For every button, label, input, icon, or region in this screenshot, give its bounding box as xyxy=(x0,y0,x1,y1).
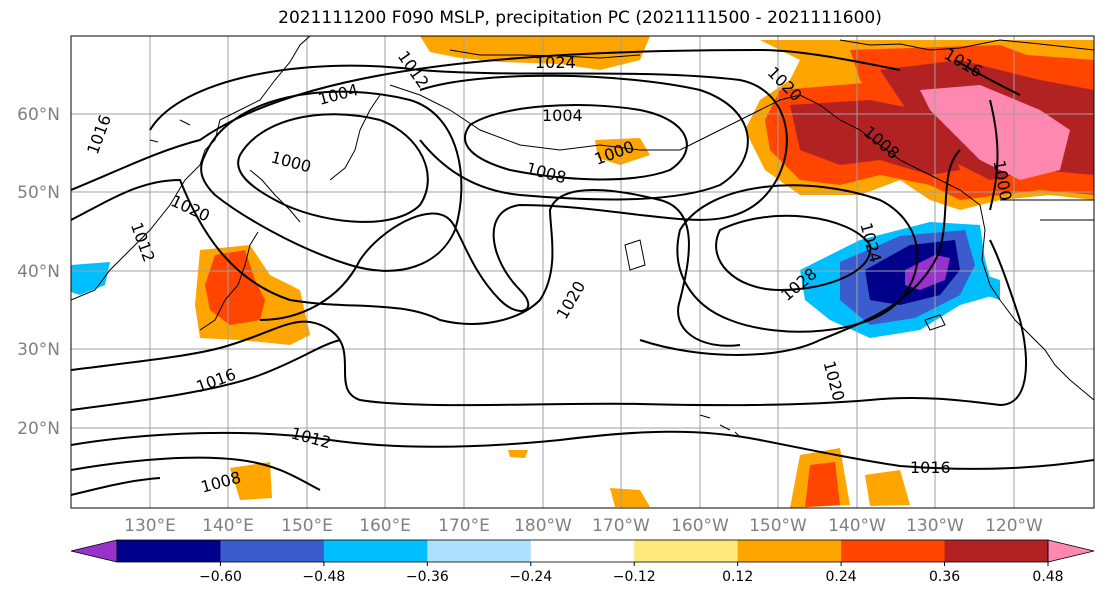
lon-label: 150°E xyxy=(281,516,333,536)
precip-positive-fill xyxy=(195,36,1094,508)
colorbar-bin xyxy=(944,540,1049,562)
lat-label: 50°N xyxy=(17,183,60,203)
lon-label: 160°W xyxy=(671,516,729,536)
lon-label: 130°W xyxy=(906,516,964,536)
colorbar-tick-label: 0.48 xyxy=(1032,569,1063,585)
colorbar-bin xyxy=(737,540,842,562)
lat-label: 40°N xyxy=(17,262,60,282)
colorbar-extend-low xyxy=(70,539,118,563)
map-title: 2021111200 F090 MSLP, precipitation PC (… xyxy=(278,8,882,28)
colorbar-tick-label: −0.36 xyxy=(406,569,449,585)
coastlines xyxy=(71,36,1094,438)
precip-negative-fill xyxy=(71,222,1000,338)
colorbar-tick-label: 0.24 xyxy=(826,569,857,585)
lon-label: 170°W xyxy=(592,516,650,536)
latitude-labels: 60°N 50°N 40°N 30°N 20°N xyxy=(17,105,60,439)
lon-label: 130°E xyxy=(124,516,176,536)
colorbar-bin xyxy=(220,540,325,562)
colorbar-tick-label: −0.60 xyxy=(199,569,242,585)
colorbar-tick-label: −0.48 xyxy=(302,569,345,585)
lon-label: 170°E xyxy=(438,516,490,536)
colorbar-bin xyxy=(427,540,532,562)
colorbar-bin xyxy=(117,540,221,562)
lon-label: 140°W xyxy=(828,516,886,536)
lat-label: 30°N xyxy=(17,340,60,360)
colorbar-bin xyxy=(530,540,635,562)
lon-label: 180°W xyxy=(514,516,572,536)
colorbar-tick-label: −0.12 xyxy=(613,569,656,585)
colorbar-bin xyxy=(323,540,428,562)
colorbar-extend-high xyxy=(1047,539,1095,563)
colorbar-tick-label: 0.12 xyxy=(722,569,753,585)
lat-label: 20°N xyxy=(17,419,60,439)
lon-label: 120°W xyxy=(985,516,1043,536)
lon-label: 140°E xyxy=(202,516,254,536)
isobar-label: 1016 xyxy=(910,458,951,477)
colorbar: −0.60 −0.48 −0.36 −0.24 −0.12 0.12 0.24 0.36 0.4… xyxy=(70,539,1095,585)
isobar-label: 1004 xyxy=(542,106,583,125)
colorbar-tick-label: 0.36 xyxy=(929,569,960,585)
longitude-labels: 130°E 140°E 150°E 160°E 170°E 180°W 170°… xyxy=(124,516,1043,536)
isobar-label: 1024 xyxy=(535,53,576,72)
lon-label: 160°E xyxy=(359,516,411,536)
colorbar-bin xyxy=(841,540,946,562)
colorbar-bin xyxy=(634,540,739,562)
isobars xyxy=(71,48,1094,496)
map-frame xyxy=(70,35,1095,509)
colorbar-frame xyxy=(116,539,1049,563)
lon-label: 150°W xyxy=(749,516,807,536)
colorbar-tick-label: −0.24 xyxy=(509,569,552,585)
lat-label: 60°N xyxy=(17,105,60,125)
